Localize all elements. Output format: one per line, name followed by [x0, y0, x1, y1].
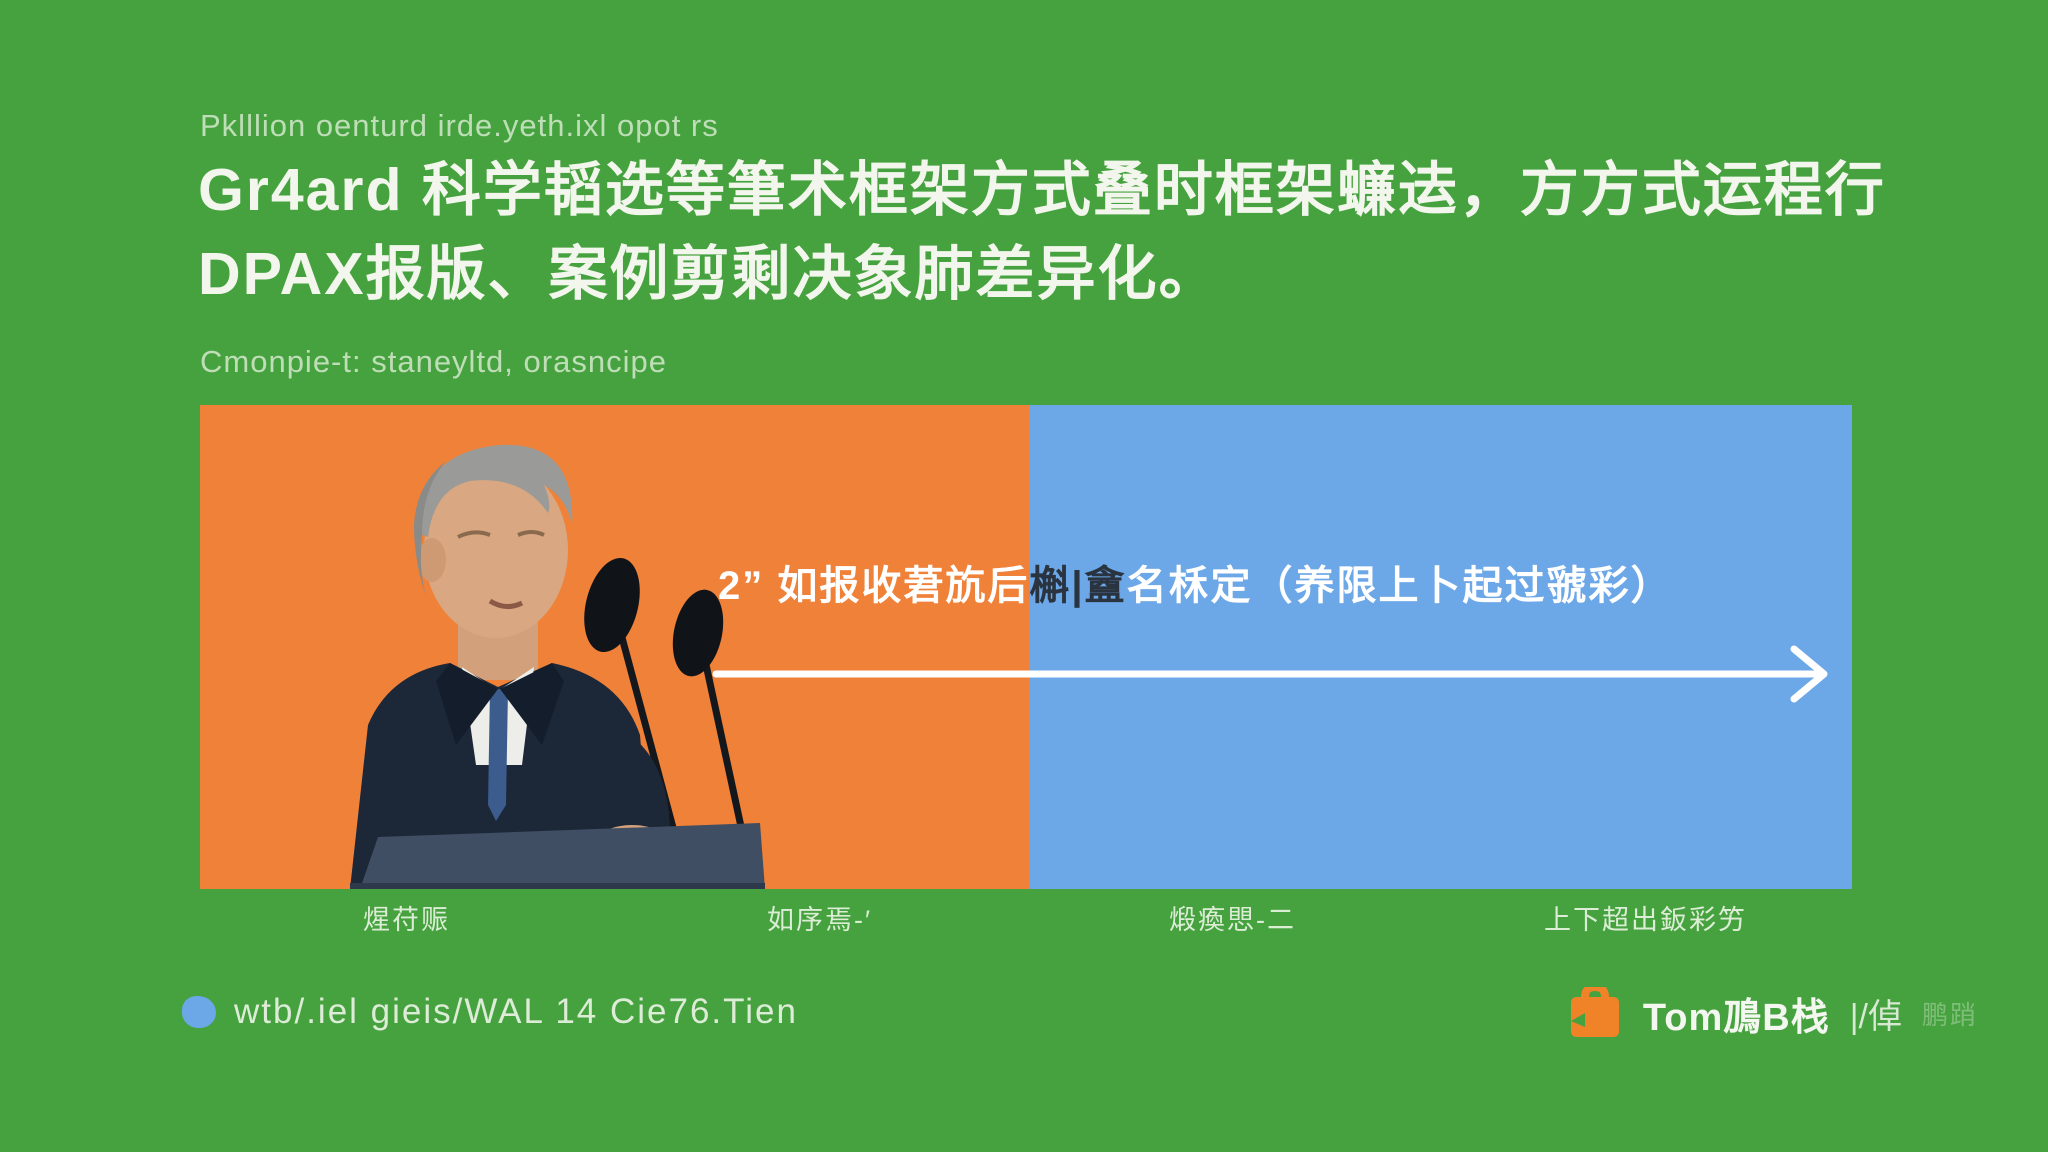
diagram-caption: 2” 如报收莙斻后槲|盦名柇定（养限上卜起过虢彩）	[718, 553, 1838, 611]
speaker-photo	[200, 405, 765, 889]
caption-part-2: 名柇定（养限上卜起过虢彩）	[1126, 564, 1673, 608]
blue-dot-icon	[182, 996, 216, 1028]
axis-label-3: 煅瘓愳-二	[1169, 905, 1296, 935]
footer-brand: Tom鳭B栈 |/倬 鹏踃	[1567, 985, 1978, 1041]
title-line-2: DPAX报版、案例剪剩决象肺差异化。	[198, 241, 1220, 307]
brand-separator: |/倬	[1849, 997, 1902, 1036]
speaker-at-podium-illustration	[350, 444, 765, 889]
right-arrow-icon	[712, 643, 1848, 705]
page-title: Gr4ard 科学韬选等筆术框架方式叠时框架蠊迲，方方式运程行 DPAX报版、案…	[198, 148, 1898, 316]
axis-label-4: 上下超出鈑彩竻	[1544, 905, 1747, 935]
orange-bag-logo-icon	[1570, 987, 1619, 1037]
brand-name: Tom鳭B栈	[1642, 996, 1830, 1039]
footer-url-text: wtb/.iel gieis/WAL 14 Cie76.Tien	[234, 992, 798, 1031]
brand-faint-text: 鹏踃	[1921, 999, 1978, 1030]
axis-labels: 煋苻赈 如序焉-′ 煅瘓愳-二 上下超出鈑彩竻	[200, 898, 1852, 937]
footer-left: wtb/.iel gieis/WAL 14 Cie76.Tien	[182, 988, 798, 1036]
caption-part-1: 2” 如报收莙斻后	[718, 564, 1030, 608]
axis-label-2: 如序焉-′	[766, 905, 873, 935]
blue-zone	[1030, 405, 1852, 889]
eyebrow-text: Pklllion oenturd irde.yeth.ixl opot rs	[200, 108, 719, 143]
timeline-diagram: 2” 如报收莙斻后槲|盦名柇定（养限上卜起过虢彩）	[200, 405, 1852, 889]
axis-label-1: 煋苻赈	[363, 905, 450, 935]
title-line-1: Gr4ard 科学韬选等筆术框架方式叠时框架蠊迲，方方式运程行	[198, 157, 1886, 223]
caption-dark-part: 槲|盦	[1029, 564, 1127, 608]
subtitle-text: Cmonpie-t: staneyltd, orasncipe	[200, 344, 667, 379]
